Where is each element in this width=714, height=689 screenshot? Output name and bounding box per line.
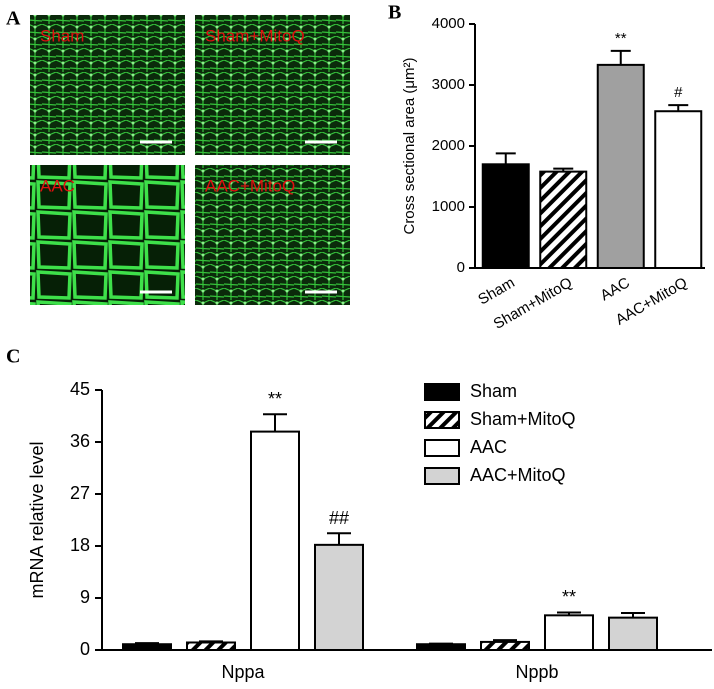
legend-label: Sham+MitoQ (470, 409, 576, 429)
bar (250, 430, 300, 651)
panel-letter: A (6, 8, 21, 30)
panel-letter: C (6, 346, 20, 368)
x-tick-label: Nppb (515, 662, 558, 682)
significance: ** (268, 389, 282, 409)
bar (122, 643, 172, 652)
bar (416, 643, 466, 652)
significance: # (674, 84, 683, 101)
y-tick-label: 27 (70, 483, 90, 503)
legend-swatch (424, 439, 460, 457)
y-tick-label: 3000 (432, 76, 465, 93)
y-tick-label: 4000 (432, 15, 465, 32)
y-tick-label: 36 (70, 431, 90, 451)
significance: ** (615, 30, 627, 47)
bar (608, 616, 658, 652)
bar (539, 170, 588, 269)
micrograph (30, 15, 185, 155)
legend-label: Sham (470, 381, 517, 401)
x-tick-label: Sham (475, 274, 517, 308)
y-tick-label: 1000 (432, 198, 465, 215)
micrographs: Sham Sham+MitoQ AAC AAC+MitoQ (30, 15, 350, 305)
significance: ** (562, 587, 576, 607)
y-tick-label: 0 (80, 639, 90, 659)
bar (544, 614, 594, 651)
legend-label: AAC (470, 437, 507, 457)
legend-label: AAC+MitoQ (470, 465, 566, 485)
panel-letter: B (388, 2, 401, 24)
legend-swatch (424, 411, 460, 429)
bar (480, 640, 530, 652)
bar (314, 543, 364, 651)
significance: ## (329, 508, 349, 528)
legend-swatch (424, 383, 460, 401)
y-tick-label: 2000 (432, 137, 465, 154)
micrograph (195, 15, 350, 155)
micrograph (30, 165, 185, 305)
bar (186, 641, 236, 652)
legend-swatch (424, 467, 460, 485)
image-label: AAC (40, 176, 75, 195)
image-label: Sham+MitoQ (205, 26, 305, 45)
x-tick-label: Nppa (221, 662, 265, 682)
y-axis-label: mRNA relative level (27, 441, 47, 598)
y-tick-label: 18 (70, 535, 90, 555)
y-tick-label: 9 (80, 587, 90, 607)
image-label: Sham (40, 26, 84, 45)
x-tick-label: AAC (598, 274, 633, 304)
bar (654, 110, 703, 270)
y-tick-label: 45 (70, 379, 90, 399)
micrograph (195, 165, 350, 305)
bar (596, 63, 645, 270)
y-axis-label: Cross sectional area (μm²) (401, 57, 418, 234)
bar (481, 163, 530, 269)
chart-b: B Cross sectional area (μm²) 0 1000 2000 3000… (388, 2, 705, 333)
image-label: AAC+MitoQ (205, 176, 295, 195)
y-tick-label: 0 (457, 259, 465, 276)
